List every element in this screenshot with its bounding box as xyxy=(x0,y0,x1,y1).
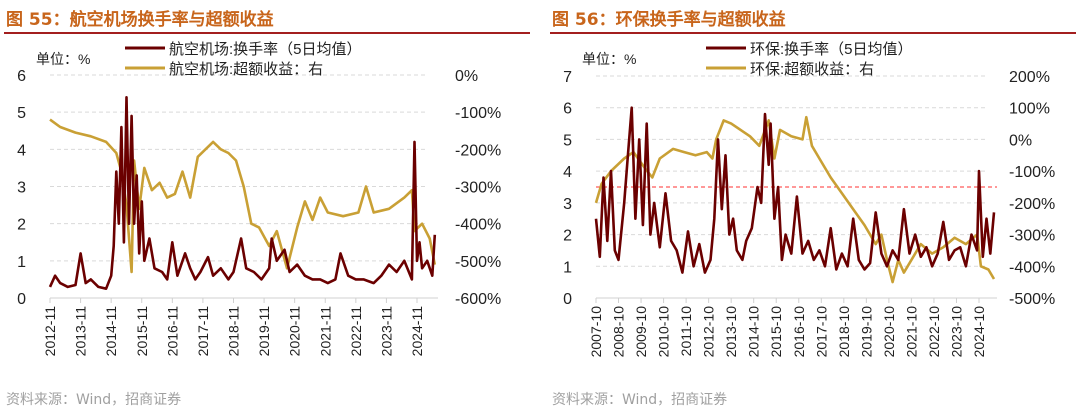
x-axis-tick-label: 2022-10 xyxy=(926,306,942,358)
source-note: 资料来源：Wind，招商证券 xyxy=(552,392,728,408)
unit-label: 单位：% xyxy=(582,51,636,67)
right-axis-tick-label: -100% xyxy=(1009,164,1055,181)
turnover-series-line xyxy=(48,96,437,290)
x-axis-tick-label: 2018-10 xyxy=(836,306,852,358)
figure-title: 图 55：航空机场换手率与超额收益 xyxy=(6,10,274,30)
left-axis-tick-label: 3 xyxy=(17,180,26,197)
x-axis-tick-label: 2014-11 xyxy=(103,306,119,357)
right-axis-tick-label: 200% xyxy=(1009,69,1050,86)
x-axis-tick-label: 2010-10 xyxy=(656,306,672,358)
x-axis-tick-label: 2008-10 xyxy=(611,306,627,358)
legend-label: 航空机场:换手率（5日均值） xyxy=(169,41,362,58)
left-axis-tick-label: 2 xyxy=(17,217,26,234)
figure-title: 图 56：环保换手率与超额收益 xyxy=(552,10,786,30)
x-axis-tick-label: 2009-10 xyxy=(633,306,649,358)
figure-56-panel: 图 56：环保换手率与超额收益 0 -500% 1 -400% 2 -300% 3 -200%… xyxy=(546,0,1076,414)
right-axis-tick-label: -300% xyxy=(455,180,501,197)
title-divider xyxy=(550,32,1076,34)
left-axis-tick-label: 6 xyxy=(17,68,26,85)
turnover-series-line xyxy=(594,106,996,274)
right-axis-tick-label: -600% xyxy=(455,291,501,308)
x-axis-tick-label: 2020-11 xyxy=(287,306,303,357)
title-divider xyxy=(4,32,530,34)
left-axis-tick-label: 4 xyxy=(17,142,26,159)
legend-label: 环保:超额收益：右 xyxy=(750,61,874,78)
x-axis-tick-label: 2021-11 xyxy=(317,306,333,357)
right-axis-tick-label: 100% xyxy=(1009,101,1050,118)
x-axis-tick-label: 2016-10 xyxy=(791,306,807,358)
x-axis-tick-label: 2016-11 xyxy=(164,306,180,357)
x-axis-tick-label: 2023-10 xyxy=(948,306,964,358)
left-axis-tick-label: 4 xyxy=(563,164,572,181)
excess-return-series-line xyxy=(594,115,996,284)
right-axis-tick-label: -400% xyxy=(1009,259,1055,276)
right-axis-tick-label: -100% xyxy=(455,105,501,122)
x-axis-tick-label: 2011-10 xyxy=(678,306,694,357)
left-axis-tick-label: 3 xyxy=(563,196,572,213)
x-axis-tick-label: 2018-11 xyxy=(226,306,242,357)
x-axis-tick-label: 2013-11 xyxy=(73,306,89,357)
x-axis-tick-label: 2013-10 xyxy=(723,306,739,358)
turnover-excess-chart: 0 -500% 1 -400% 2 -300% 3 -200% 4 -100% 5 0% 6 100% 7 2… xyxy=(563,41,1055,358)
x-axis-tick-label: 2007-10 xyxy=(588,306,604,358)
right-axis-tick-label: 0% xyxy=(1009,132,1032,149)
x-axis-tick-label: 2012-11 xyxy=(42,306,58,357)
right-axis-tick-label: 0% xyxy=(455,68,478,85)
x-axis-tick-label: 2014-10 xyxy=(746,306,762,358)
x-axis-tick-label: 2012-10 xyxy=(701,306,717,358)
x-axis-tick-label: 2024-11 xyxy=(409,306,425,357)
turnover-excess-chart: 0 -600% 1 -500% 2 -400% 3 -300% 4 -200% 5 -100% 6 0% 2… xyxy=(17,41,501,357)
x-axis-tick-label: 2015-11 xyxy=(134,306,150,357)
right-axis-tick-label: -200% xyxy=(1009,196,1055,213)
right-axis-tick-label: -500% xyxy=(455,254,501,271)
figure-55-panel: 图 55：航空机场换手率与超额收益 0 -600% 1 -500% 2 -400% 3 -30… xyxy=(0,0,530,414)
right-axis-tick-label: -400% xyxy=(455,217,501,234)
left-axis-tick-label: 1 xyxy=(17,254,26,271)
left-axis-tick-label: 0 xyxy=(563,291,572,308)
x-axis-tick-label: 2015-10 xyxy=(768,306,784,358)
x-axis-tick-label: 2024-10 xyxy=(971,306,987,358)
left-axis-tick-label: 5 xyxy=(563,132,572,149)
x-axis-tick-label: 2023-11 xyxy=(378,306,394,357)
left-axis-tick-label: 2 xyxy=(563,228,572,245)
legend-label: 环保:换手率（5日均值） xyxy=(750,41,913,58)
x-axis-tick-label: 2019-10 xyxy=(858,306,874,358)
left-axis-tick-label: 7 xyxy=(563,69,572,86)
x-axis-tick-label: 2019-11 xyxy=(256,306,272,357)
right-axis-tick-label: -300% xyxy=(1009,228,1055,245)
left-axis-tick-label: 1 xyxy=(563,259,572,276)
unit-label: 单位：% xyxy=(36,51,90,67)
x-axis-tick-label: 2022-11 xyxy=(348,306,364,357)
legend-label: 航空机场:超额收益：右 xyxy=(169,61,323,78)
x-axis-tick-label: 2020-10 xyxy=(881,306,897,358)
x-axis-tick-label: 2017-11 xyxy=(195,306,211,357)
source-note: 资料来源：Wind，招商证券 xyxy=(6,392,182,408)
right-axis-tick-label: -500% xyxy=(1009,291,1055,308)
left-axis-tick-label: 6 xyxy=(563,101,572,118)
x-axis-tick-label: 2017-10 xyxy=(813,306,829,358)
x-axis-tick-label: 2021-10 xyxy=(903,306,919,358)
left-axis-tick-label: 5 xyxy=(17,105,26,122)
excess-return-series-line xyxy=(49,118,437,274)
left-axis-tick-label: 0 xyxy=(17,291,26,308)
right-axis-tick-label: -200% xyxy=(455,142,501,159)
